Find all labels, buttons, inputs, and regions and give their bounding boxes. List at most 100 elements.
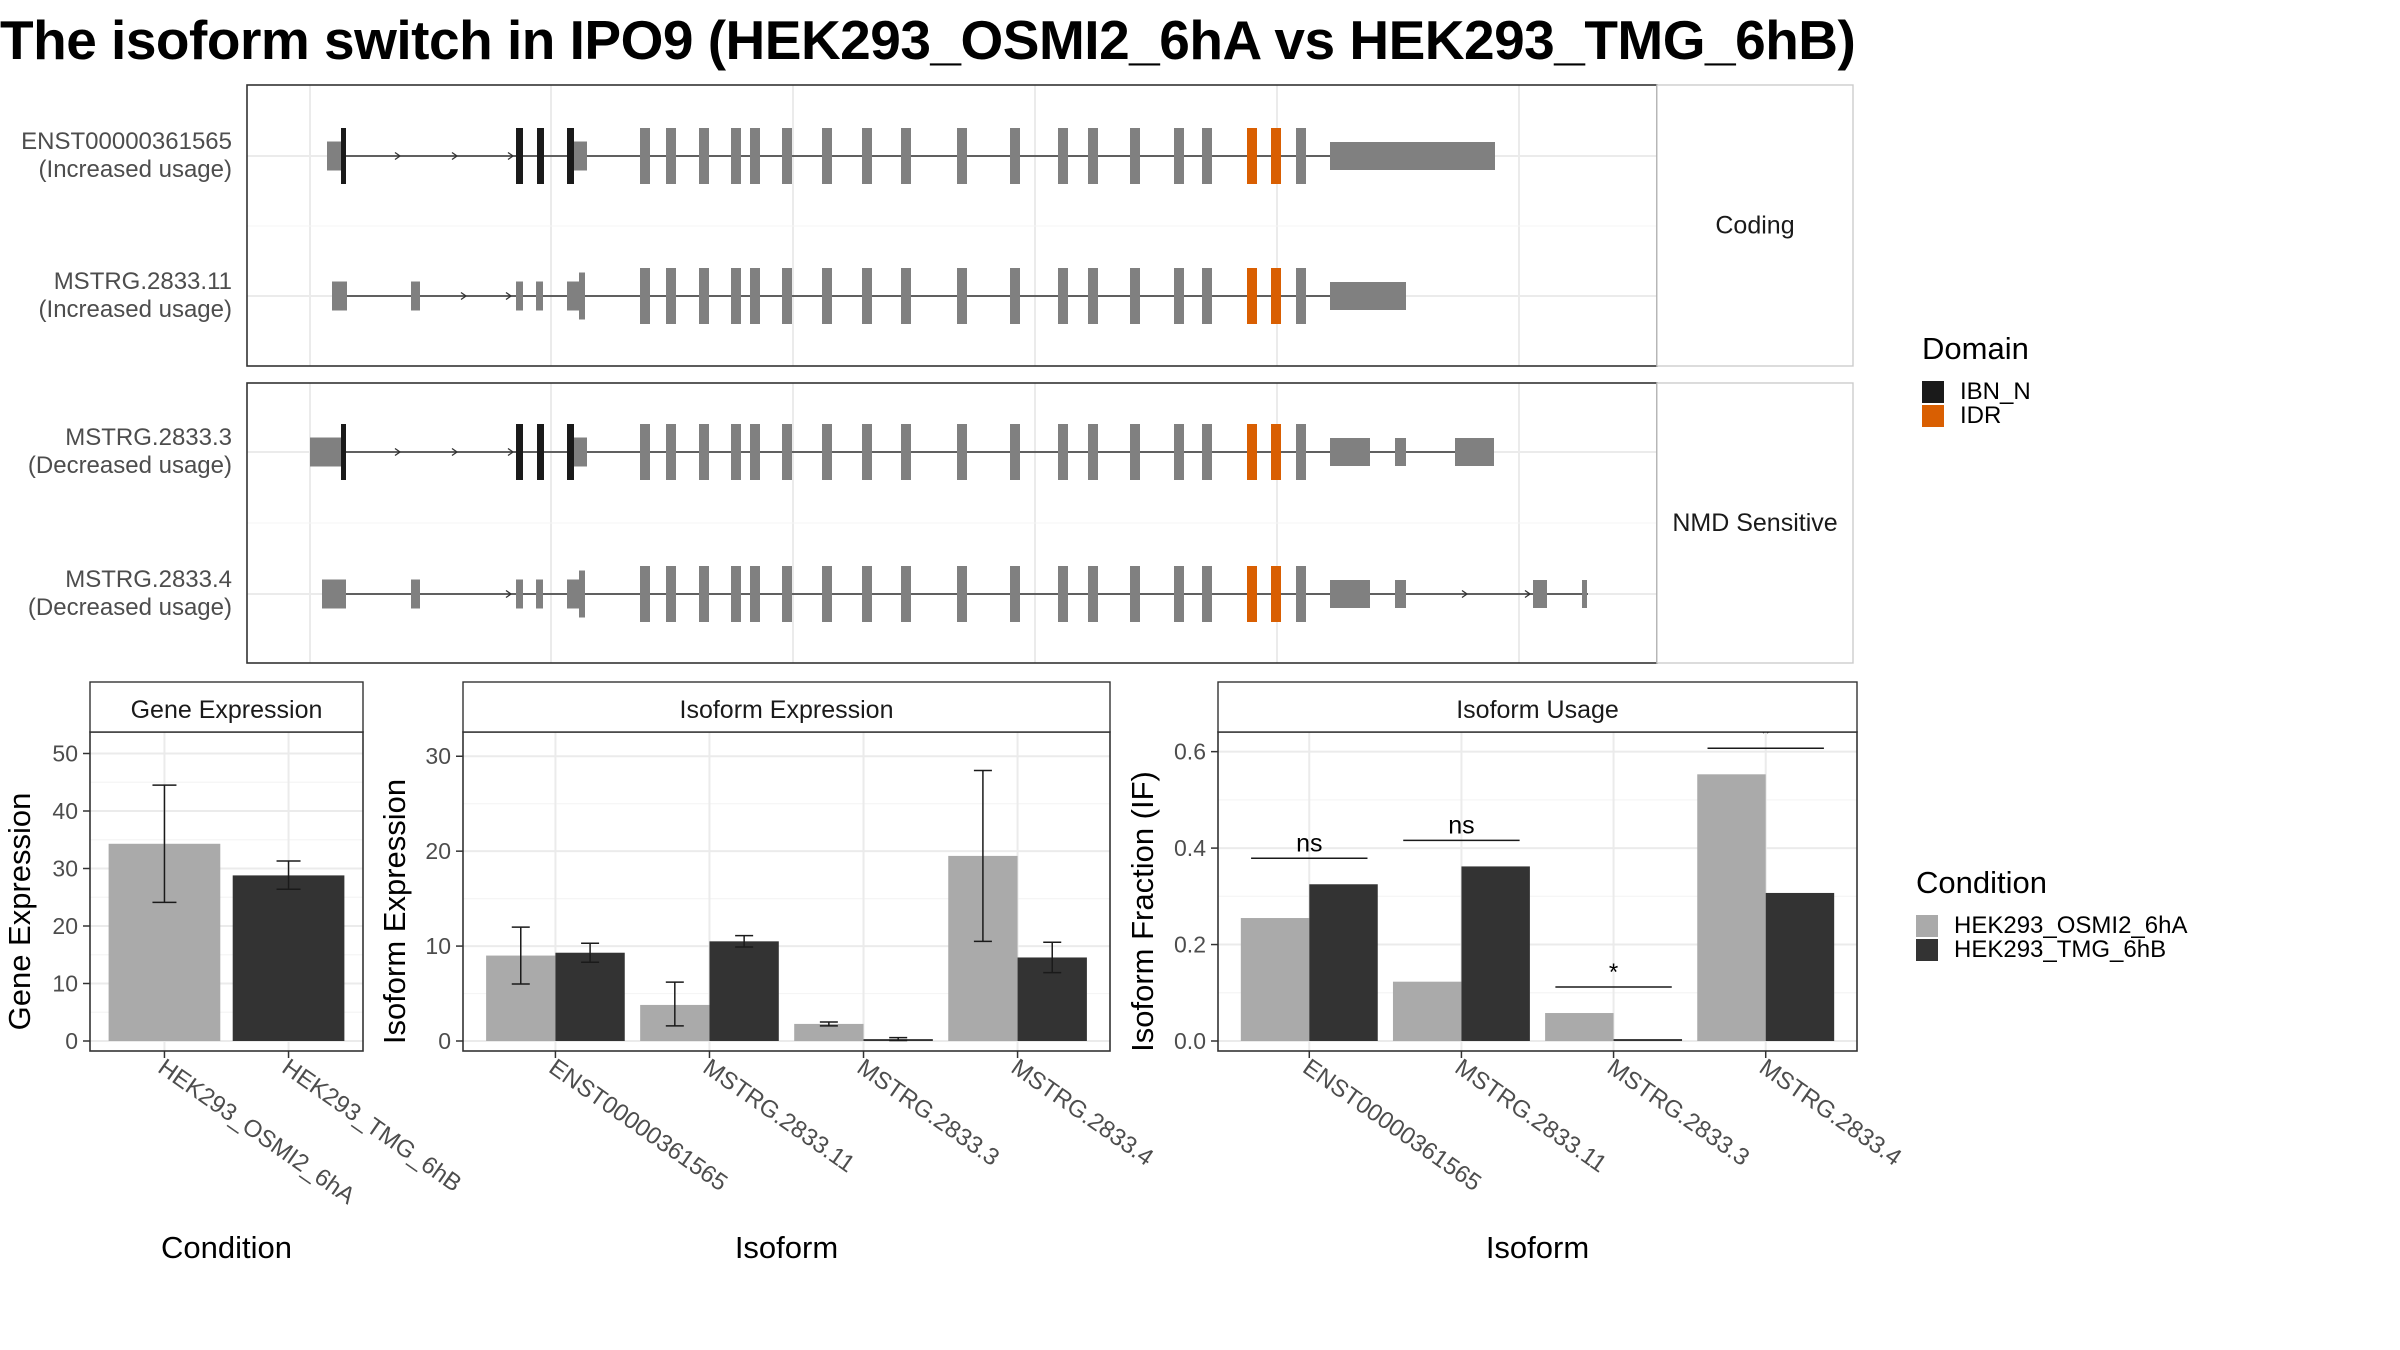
exon-cds xyxy=(750,566,760,622)
intron-arrow xyxy=(451,151,459,161)
error-bar xyxy=(152,784,177,904)
exon-cds xyxy=(699,268,709,324)
significance-label: ns xyxy=(1448,811,1474,839)
transcript-label-mstrg-2833-11: MSTRG.2833.11(Increased usage) xyxy=(39,268,232,323)
y-tick-label: 0.6 xyxy=(1174,739,1206,765)
exon-cds xyxy=(1088,424,1098,480)
exon-cds xyxy=(1010,566,1020,622)
significance-label: ns xyxy=(1296,829,1322,857)
x-tick-label: MSTRG.2833.3 xyxy=(1602,1054,1754,1172)
legend-label: HEK293_OSMI2_6hA xyxy=(1954,912,2187,939)
legend-title: Condition xyxy=(1916,865,2047,900)
legend-swatch xyxy=(1922,405,1944,427)
x-tick-label: HEK293_OSMI2_6hA xyxy=(153,1054,360,1210)
transcript-model xyxy=(322,566,1588,622)
bar xyxy=(1392,981,1462,1041)
exon-utr xyxy=(1455,438,1494,466)
facet-strip-label: Gene Expression xyxy=(131,696,323,724)
domain-ibn-n xyxy=(567,424,574,480)
exon-cds xyxy=(1058,566,1068,622)
transcript-label-mstrg-2833-4: MSTRG.2833.4(Decreased usage) xyxy=(28,566,232,621)
chart-panel-isoform-usage: 0.00.20.40.6nsns**ENST00000361565MSTRG.2… xyxy=(1125,681,1906,1265)
exon-cds xyxy=(901,268,911,324)
intron-arrow xyxy=(1461,589,1469,599)
exon-cds xyxy=(862,128,872,184)
facet-strip xyxy=(1217,681,1858,733)
exon-cds xyxy=(782,128,792,184)
domain-ibn-n xyxy=(537,128,544,184)
y-axis-label: Isoform Expression xyxy=(377,779,412,1044)
domain-idr xyxy=(1271,268,1281,324)
transcript-id: MSTRG.2833.4 xyxy=(65,566,232,593)
domain-idr xyxy=(1271,566,1281,622)
legend-swatch xyxy=(1922,381,1944,403)
exon-cds xyxy=(822,566,832,622)
bar xyxy=(1309,884,1378,1041)
exon-cds xyxy=(1174,566,1184,622)
exon-utr xyxy=(1395,580,1406,608)
exon-cds xyxy=(1174,268,1184,324)
facet-label: NMD Sensitive xyxy=(1672,509,1837,537)
facet-label: Coding xyxy=(1715,212,1794,240)
exon-cds xyxy=(1174,128,1184,184)
exon-cds xyxy=(666,268,676,324)
domain-ibn-n xyxy=(341,128,346,184)
facet-strip xyxy=(462,681,1111,733)
y-axis-label: Gene Expression xyxy=(2,793,37,1031)
exon-cds xyxy=(731,566,741,622)
exon-cds xyxy=(750,268,760,324)
exon-utr xyxy=(1395,438,1406,466)
exon-cds xyxy=(640,268,650,324)
exon-cds xyxy=(1058,424,1068,480)
transcript-id: MSTRG.2833.3 xyxy=(65,424,232,451)
domain-ibn-n xyxy=(516,128,523,184)
significance-label: * xyxy=(1609,959,1618,986)
exon-utr xyxy=(1330,142,1495,170)
intron-arrow xyxy=(507,151,515,161)
y-tick-label: 0.0 xyxy=(1174,1028,1206,1054)
exon-cds xyxy=(1296,128,1306,184)
intron-arrow xyxy=(505,291,513,301)
domain-idr xyxy=(1271,128,1281,184)
exon xyxy=(571,437,587,467)
exon-utr xyxy=(1533,580,1547,608)
transcript-id: ENST00000361565 xyxy=(21,128,232,155)
facet-strip xyxy=(1656,382,1854,664)
y-tick-label: 0.4 xyxy=(1174,835,1206,861)
error-bar xyxy=(889,1036,908,1042)
facet-strip xyxy=(1656,84,1854,367)
exon-cds xyxy=(782,424,792,480)
exon-cds xyxy=(957,424,967,480)
intron-arrow xyxy=(394,151,402,161)
exon-cds xyxy=(731,128,741,184)
error-bar xyxy=(511,926,530,985)
domain-idr xyxy=(1247,566,1257,622)
intron-arrow xyxy=(1524,589,1532,599)
exon xyxy=(579,570,585,618)
bar xyxy=(1461,866,1530,1041)
intron-arrow xyxy=(460,291,468,301)
domain-ibn-n xyxy=(537,424,544,480)
transcript-usage: (Decreased usage) xyxy=(28,452,232,479)
exon-cds xyxy=(957,566,967,622)
exon-cds xyxy=(666,566,676,622)
exon-cds xyxy=(862,424,872,480)
exon-cds xyxy=(862,566,872,622)
exon-cds xyxy=(1296,424,1306,480)
exon-cds xyxy=(1202,424,1212,480)
domain-ibn-n xyxy=(341,424,346,480)
exon-cds xyxy=(1130,424,1140,480)
bar xyxy=(555,952,625,1041)
exon-cds xyxy=(1010,128,1020,184)
bar xyxy=(1697,774,1766,1041)
error-bar xyxy=(735,934,754,948)
facet-strip-label: Isoform Usage xyxy=(1456,696,1619,724)
exon-cds xyxy=(822,424,832,480)
exon-cds xyxy=(731,268,741,324)
x-axis-label: Isoform xyxy=(1486,1230,1589,1265)
bar xyxy=(709,941,779,1041)
exon-cds xyxy=(1130,268,1140,324)
bar xyxy=(1545,1013,1614,1041)
transcript-id: MSTRG.2833.11 xyxy=(54,268,232,295)
exon-cds xyxy=(1088,128,1098,184)
